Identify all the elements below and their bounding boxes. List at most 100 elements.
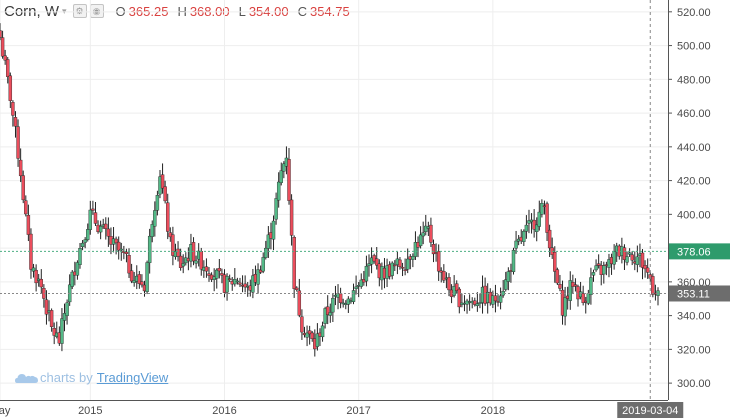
candle-up [31, 267, 36, 272]
candle-down [52, 327, 56, 336]
candle-down [21, 175, 25, 201]
candle-up [145, 262, 149, 292]
candle-down [640, 252, 645, 268]
watermark-prefix: charts by [40, 370, 93, 385]
candle-down [457, 288, 462, 308]
chevron-down-icon[interactable]: ▾ [62, 5, 67, 16]
candle-down [116, 241, 121, 251]
candle-down [93, 212, 98, 224]
candle-up [627, 252, 632, 255]
candle-up [276, 181, 281, 201]
candle-up [215, 269, 219, 279]
candle-down [0, 37, 5, 57]
candle-up [535, 224, 539, 232]
candle-down [18, 159, 23, 177]
candle-up [80, 242, 85, 248]
candle-up [320, 325, 325, 338]
candle-down [227, 278, 232, 280]
candle-up [75, 262, 80, 276]
candle-down [622, 247, 627, 260]
candle-up [88, 209, 93, 230]
candle-down [6, 59, 10, 77]
candle-down [106, 228, 111, 237]
candle-up [62, 313, 67, 321]
candle-down [160, 174, 165, 189]
tradingview-watermark[interactable]: charts by TradingView [14, 370, 168, 385]
candle-down [176, 248, 180, 257]
candle-down [300, 316, 304, 333]
price-axis[interactable]: 300.00320.00340.00360.00380.00400.00420.… [668, 0, 730, 400]
candle-down [372, 255, 376, 262]
crosshair-date-label-bg [617, 402, 684, 418]
candle-up [78, 248, 82, 265]
candle-down [163, 186, 167, 202]
candle-up [475, 303, 480, 306]
candle-up [65, 302, 69, 316]
candle-up [86, 229, 90, 240]
candle-up [181, 263, 185, 267]
candle-up [351, 290, 356, 302]
candle-series[interactable] [0, 23, 660, 357]
candle-up [411, 256, 415, 260]
candle-down [295, 287, 299, 290]
candle-down [289, 199, 294, 236]
price-lines [0, 0, 668, 400]
time-axis[interactable]: May 2015 2016 2017 2018 2019-03-04 [0, 400, 684, 418]
candle-down [645, 267, 650, 273]
candle-up [563, 297, 567, 317]
y-tick-label: 460.00 [677, 108, 711, 120]
x-tick-label: May [0, 405, 11, 417]
candle-up [271, 220, 276, 240]
candle-up [256, 269, 260, 285]
candle-up [225, 276, 229, 293]
last-price-label-bg [669, 243, 730, 260]
candle-down [11, 102, 15, 116]
low-value: 354.00 [248, 3, 289, 19]
candle-up [568, 280, 572, 301]
settings-icon[interactable]: ⚙ [72, 4, 87, 18]
y-tick-label: 320.00 [677, 344, 711, 356]
candle-down [630, 254, 634, 261]
candle-down [13, 117, 18, 127]
candle-down [442, 271, 446, 281]
candle-up [406, 258, 410, 270]
candle-down [596, 263, 601, 266]
candle-down [493, 295, 498, 302]
high-value: 368.00 [189, 3, 230, 19]
candle-down [8, 75, 13, 101]
candle-down [455, 283, 459, 291]
grid-lines [0, 0, 668, 400]
tradingview-cloud-icon [15, 373, 38, 383]
candle-up [367, 263, 371, 267]
candle-down [217, 268, 222, 272]
symbol-title[interactable]: Corn, W [4, 2, 60, 20]
watermark-brand-link[interactable]: TradingView [96, 370, 169, 385]
candle-down [24, 200, 28, 215]
candle-down [375, 258, 379, 266]
candle-down [3, 55, 7, 61]
candle-up [155, 195, 160, 211]
reference-price-label: 353.11 [677, 288, 710, 300]
y-tick-label: 420.00 [677, 176, 711, 188]
candle-up [602, 265, 606, 275]
candle-up [504, 279, 508, 290]
y-tick-label: 520.00 [677, 7, 711, 19]
candle-up [274, 198, 278, 220]
candle-down [26, 215, 31, 235]
candle-up [591, 272, 596, 276]
low-label: L [238, 3, 246, 19]
candle-down [207, 273, 211, 276]
candle-up [364, 265, 369, 282]
candle-up [421, 232, 425, 237]
candle-down [573, 284, 578, 287]
candle-down [129, 270, 134, 282]
close-value: 354.75 [309, 3, 350, 19]
candle-up [83, 239, 87, 243]
candle-up [612, 251, 616, 265]
candle-down [171, 234, 175, 256]
candle-down [49, 310, 54, 327]
candle-down [400, 267, 405, 269]
candle-up [153, 210, 157, 227]
candle-up [478, 302, 482, 304]
